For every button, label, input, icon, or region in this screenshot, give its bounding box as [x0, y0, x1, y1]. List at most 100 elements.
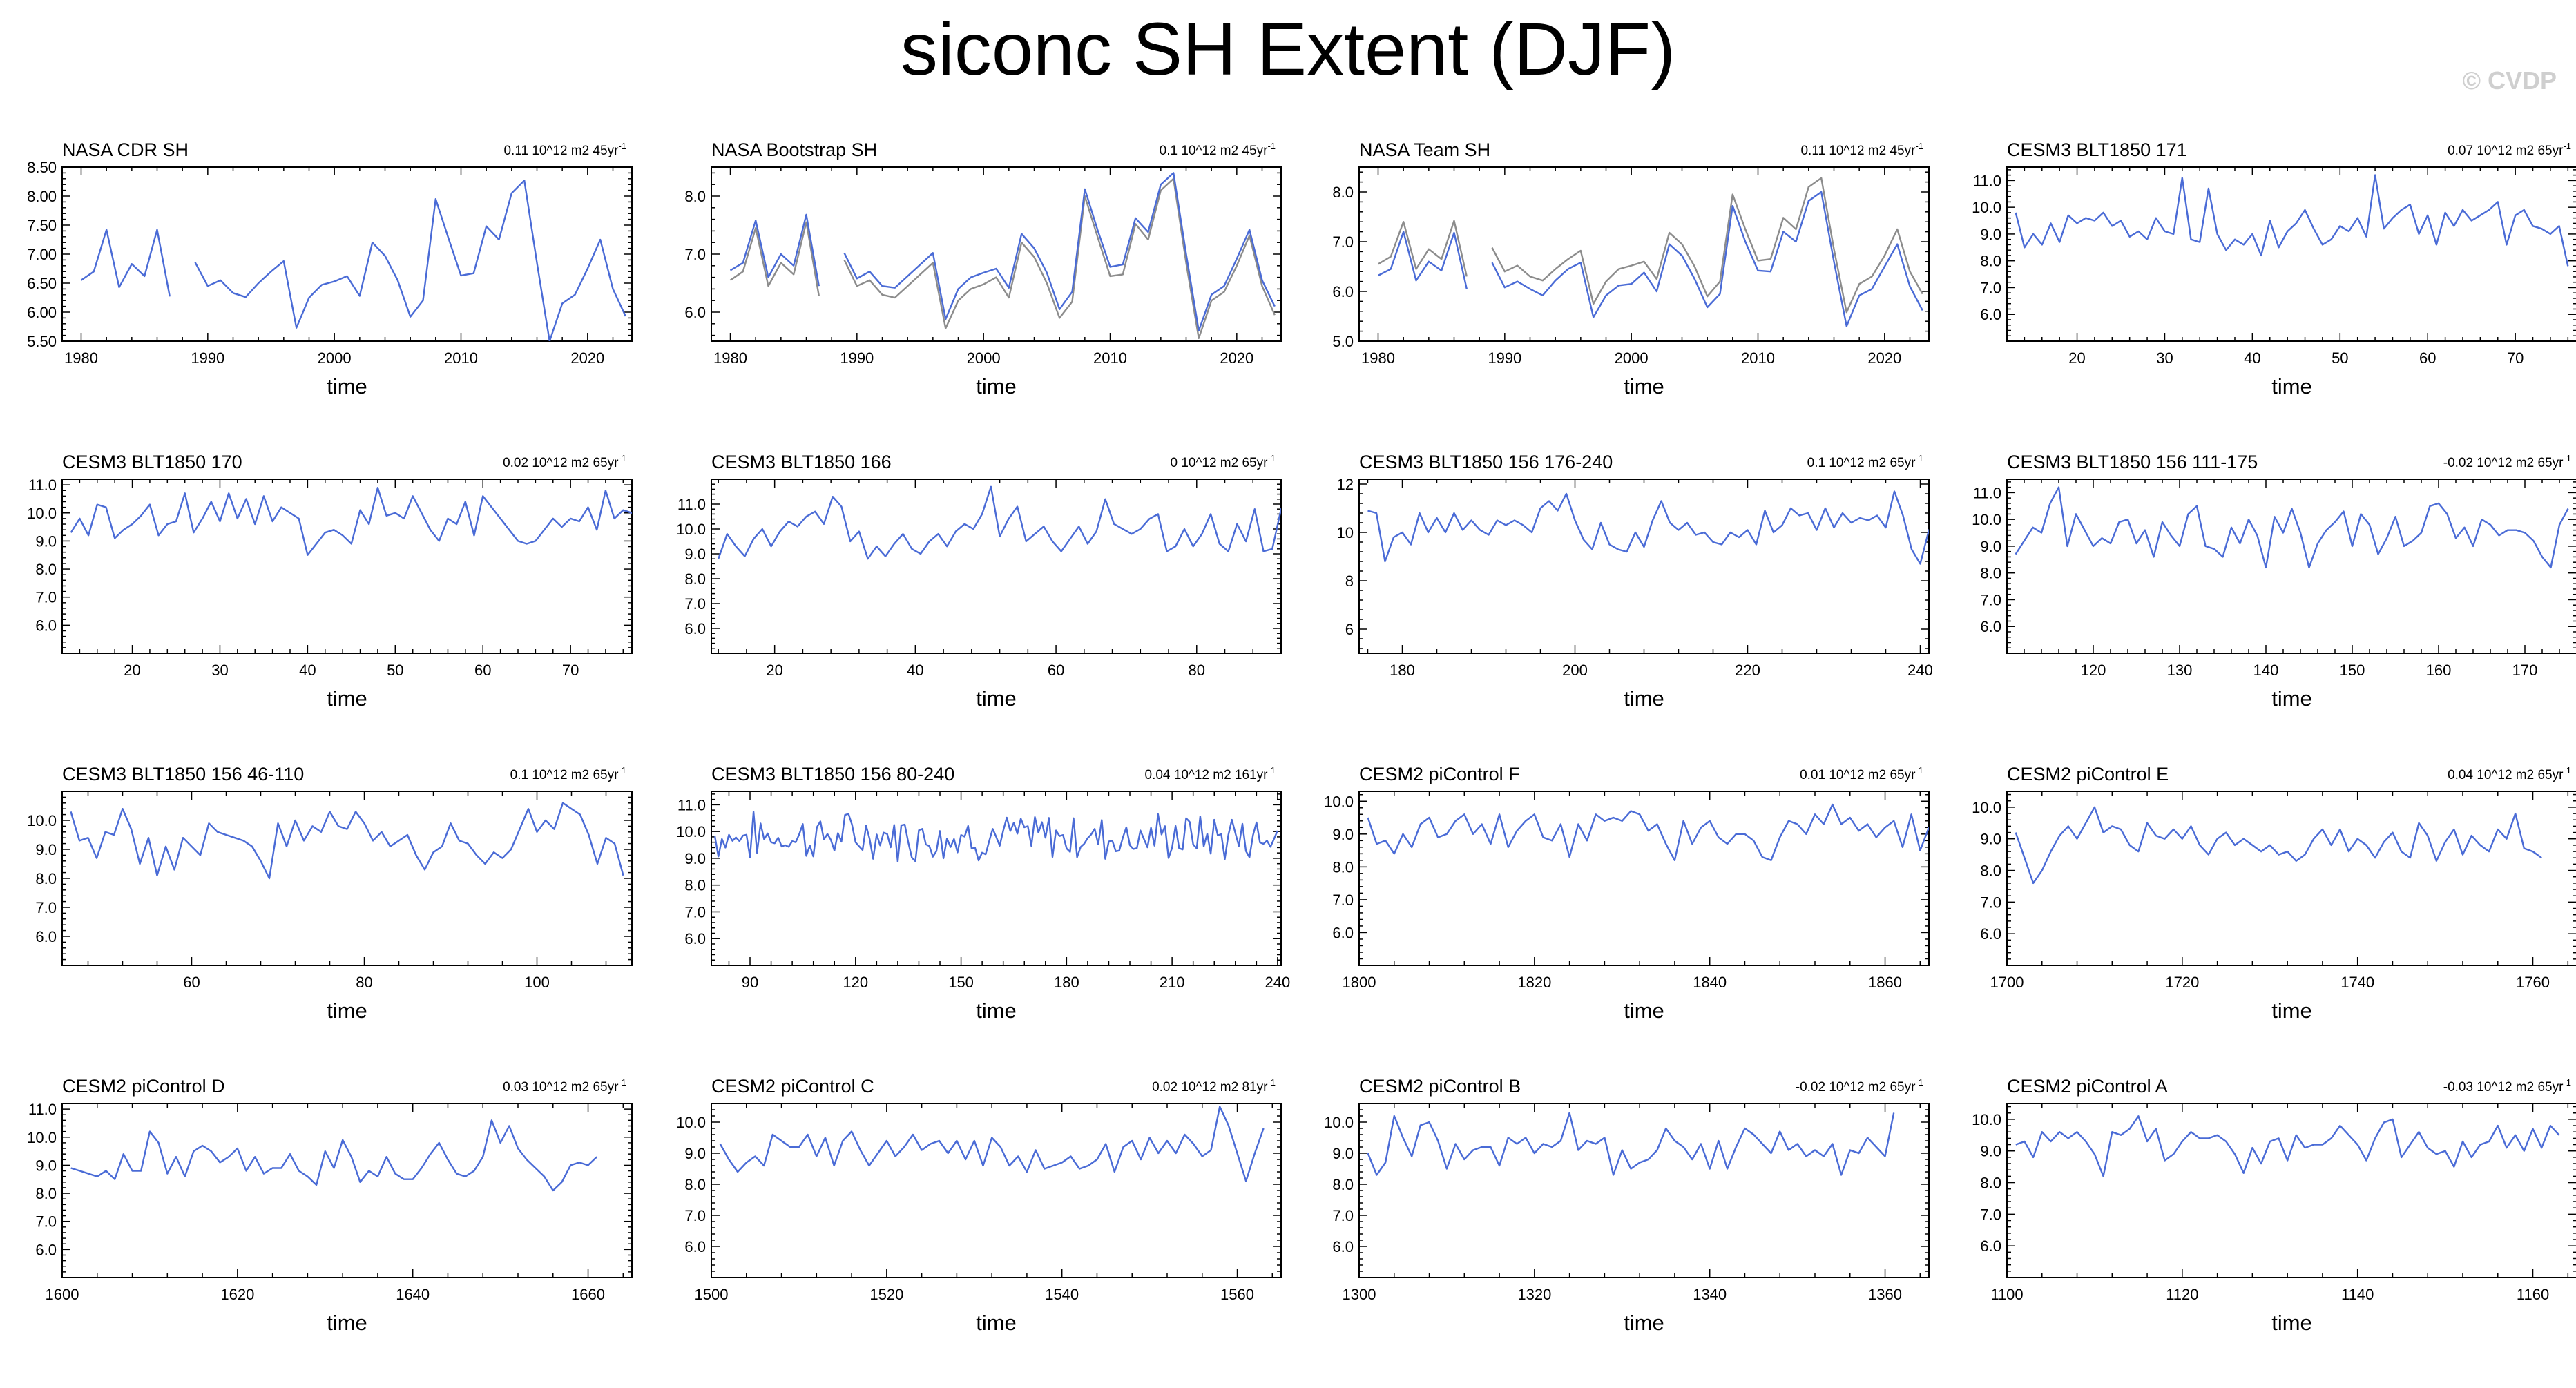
x-axis-label: time	[327, 686, 367, 711]
series-line-blue	[1367, 490, 1929, 565]
y-tick-label: 9.0	[684, 546, 706, 563]
x-tick-label: 1800	[1343, 974, 1376, 991]
chart-panel: CESM2 piControl F 0.01 10^12 m2 65yr-1 180…	[1324, 764, 1930, 1023]
y-tick-label: 7.00	[27, 246, 57, 263]
y-tick-label: 11.0	[28, 1101, 57, 1118]
x-axis-label: time	[1624, 686, 1664, 711]
trend-label: 0.02 10^12 m2 81yr-1	[1152, 1077, 1276, 1095]
y-tick-label: 8.00	[27, 188, 57, 205]
x-tick-label: 2010	[1093, 349, 1127, 367]
x-tick-label: 1320	[1517, 1286, 1551, 1303]
panel-title: CESM2 piControl E	[2007, 764, 2169, 784]
x-tick-label: 160	[2426, 662, 2452, 679]
x-tick-label: 30	[2156, 349, 2173, 367]
x-axis-label: time	[327, 374, 367, 398]
y-tick-label: 8.0	[1980, 565, 2001, 582]
y-tick-label: 6.0	[1332, 1238, 1354, 1255]
x-tick-label: 30	[211, 662, 228, 679]
y-tick-label: 6.00	[27, 304, 57, 321]
y-tick-label: 9.0	[35, 1157, 57, 1174]
x-tick-label: 2010	[1741, 349, 1775, 367]
x-tick-label: 120	[2081, 662, 2106, 679]
x-tick-label: 20	[124, 662, 140, 679]
x-tick-label: 40	[2244, 349, 2260, 367]
y-tick-label: 10.0	[1324, 1114, 1354, 1131]
series-line-blue	[80, 180, 626, 341]
trend-label: 0 10^12 m2 65yr-1	[1170, 453, 1276, 470]
series-line-gray	[729, 177, 1276, 339]
y-tick-label: 8.0	[1332, 1176, 1354, 1193]
chart-panel: CESM2 piControl A -0.03 10^12 m2 65yr-1 11…	[1972, 1076, 2576, 1335]
chart-panel: NASA CDR SH 0.11 10^12 m2 45yr-1 1980 1990 2…	[27, 139, 633, 398]
x-axis-label: time	[1624, 374, 1664, 398]
y-tick-label: 6.0	[684, 930, 706, 947]
x-axis-label: time	[1624, 999, 1664, 1023]
y-tick-label: 7.0	[684, 1207, 706, 1224]
y-tick-label: 8.0	[1980, 862, 2001, 880]
plot-frame	[2006, 166, 2576, 342]
series-line-blue	[70, 802, 624, 880]
x-tick-label: 1340	[1693, 1286, 1727, 1303]
x-tick-label: 1980	[1361, 349, 1395, 367]
trend-label: -0.03 10^12 m2 65yr-1	[2443, 1077, 2571, 1095]
y-tick-label: 10	[1337, 524, 1354, 541]
cvdp-watermark: © CVDP	[2462, 66, 2557, 95]
plot-frame	[2006, 479, 2576, 654]
panel-title: CESM2 piControl C	[711, 1076, 874, 1097]
x-tick-label: 180	[1390, 662, 1415, 679]
y-tick-label: 7.0	[684, 595, 706, 613]
x-tick-label: 1820	[1517, 974, 1551, 991]
x-tick-label: 60	[1048, 662, 1064, 679]
x-tick-label: 2020	[1220, 349, 1253, 367]
series-line-blue	[1367, 1112, 1895, 1176]
x-tick-label: 70	[562, 662, 579, 679]
x-tick-label: 1300	[1343, 1286, 1376, 1303]
x-tick-label: 50	[2332, 349, 2348, 367]
trend-label: 0.1 10^12 m2 65yr-1	[510, 765, 626, 782]
series-line-blue	[2015, 806, 2542, 885]
y-tick-label: 8.0	[684, 877, 706, 894]
x-tick-label: 200	[1562, 662, 1588, 679]
series-line-blue	[719, 1106, 1265, 1182]
y-tick-label: 8.0	[1332, 184, 1354, 201]
y-tick-label: 6.0	[1980, 925, 2001, 943]
x-tick-label: 1990	[191, 349, 224, 367]
x-tick-label: 1990	[840, 349, 874, 367]
plot-frame	[711, 479, 1282, 654]
panel-title: CESM2 piControl B	[1359, 1076, 1521, 1097]
x-tick-label: 150	[948, 974, 974, 991]
y-tick-label: 9.0	[1980, 538, 2001, 555]
y-tick-label: 7.0	[35, 899, 57, 916]
y-tick-label: 8.0	[1980, 253, 2001, 270]
x-tick-label: 1160	[2517, 1286, 2549, 1303]
y-tick-label: 8.0	[1332, 858, 1354, 876]
y-tick-label: 5.0	[1332, 333, 1354, 350]
y-tick-label: 9.0	[1332, 826, 1354, 843]
trend-label: 0.04 10^12 m2 65yr-1	[2448, 765, 2571, 782]
x-tick-label: 170	[2512, 662, 2538, 679]
y-tick-label: 7.0	[1980, 1206, 2001, 1223]
x-tick-label: 60	[183, 974, 200, 991]
series-line-gray	[1377, 177, 1923, 314]
trend-label: 0.01 10^12 m2 65yr-1	[1800, 765, 1923, 782]
panel-title: CESM2 piControl A	[2007, 1076, 2168, 1097]
x-tick-label: 90	[742, 974, 758, 991]
plot-frame	[61, 1103, 633, 1278]
x-tick-label: 210	[1160, 974, 1185, 991]
x-axis-label: time	[327, 1311, 367, 1335]
y-tick-label: 7.0	[1332, 233, 1354, 251]
panel-title: CESM3 BLT1850 166	[711, 452, 892, 472]
y-tick-label: 7.0	[684, 246, 706, 263]
x-tick-label: 1700	[1990, 974, 2024, 991]
panel-title: CESM3 BLT1850 171	[2007, 139, 2187, 160]
x-tick-label: 1620	[220, 1286, 254, 1303]
x-axis-label: time	[976, 1311, 1017, 1335]
y-tick-label: 11.0	[1973, 172, 2001, 189]
x-tick-label: 1740	[2340, 974, 2374, 991]
x-tick-label: 60	[2419, 349, 2436, 367]
panel-title: CESM3 BLT1850 156 46-110	[62, 764, 304, 784]
x-tick-label: 150	[2340, 662, 2365, 679]
x-tick-label: 240	[1907, 662, 1933, 679]
y-tick-label: 10.0	[676, 823, 706, 840]
